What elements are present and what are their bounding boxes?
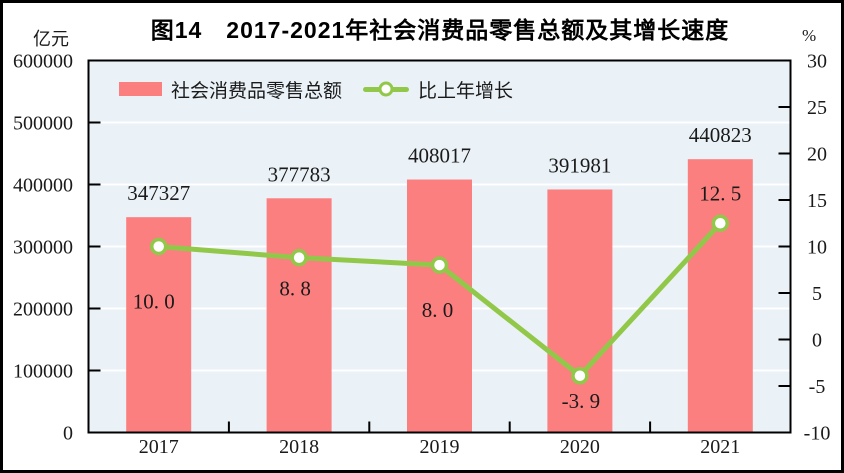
growth-marker-2020: [571, 367, 589, 385]
right-axis-tick-label: 15: [807, 190, 827, 212]
line-series-legend-label: 比上年增长: [418, 80, 514, 102]
axis-tick-labels-group: 0 100000 200000 300000 400000 500000 600000 -10…: [13, 51, 830, 459]
right-axis-tick-label: 0: [812, 330, 822, 352]
growth-value-label-2019: 8. 0: [422, 298, 454, 322]
x-axis-category-label: 2017: [139, 436, 179, 458]
bar-series-legend-label: 社会消费品零售总额: [171, 80, 343, 102]
chart-title: 图14 2017-2021年社会消费品零售总额及其增长速度: [150, 17, 730, 43]
right-axis-tick-label: 20: [807, 144, 827, 166]
right-axis-tick-label: 30: [807, 51, 827, 73]
growth-marker-2021: [711, 214, 730, 232]
line-series-legend-marker: [363, 81, 410, 97]
x-axis-category-label: 2019: [420, 436, 460, 458]
left-axis-unit: 亿元: [33, 29, 69, 49]
bar-value-label-2019: 408017: [408, 144, 471, 168]
growth-value-label-2018: 8. 8: [279, 277, 311, 301]
right-axis-tick-label: 25: [807, 97, 827, 119]
left-axis-tick-label: 300000: [13, 237, 73, 259]
growth-marker-2018: [290, 248, 308, 267]
right-axis-tick-label: -10: [804, 423, 831, 445]
right-axis-unit: %: [802, 26, 817, 45]
growth-value-label-2021: 12. 5: [699, 181, 741, 205]
bar-2020: [547, 189, 613, 433]
x-axis-category-label: 2018: [279, 436, 319, 458]
bar-value-label-2018: 377783: [268, 162, 331, 186]
left-axis-tick-label: 0: [63, 423, 73, 445]
left-axis-tick-label: 500000: [13, 113, 73, 135]
growth-line-group: [149, 214, 730, 385]
line-legend-dot-icon: [378, 81, 394, 97]
growth-marker-2019: [430, 256, 449, 274]
right-axis-tick-label: 5: [812, 283, 822, 305]
bar-value-label-2021: 440823: [689, 123, 752, 147]
bars-group: [126, 159, 753, 433]
chart-plot: 347327 377783 408017 391981 440823 10. 0 8. 8…: [13, 51, 830, 459]
left-axis-tick-label: 600000: [13, 51, 73, 73]
bar-value-label-2017: 347327: [127, 181, 190, 205]
bar-2019: [407, 179, 472, 433]
right-axis-tick-label: -5: [809, 376, 826, 398]
left-axis-tick-label: 400000: [13, 175, 73, 197]
growth-value-labels-group: 10. 0 8. 8 8. 0 -3. 9 12. 5: [133, 181, 742, 413]
x-axis-category-label: 2021: [700, 436, 740, 458]
growth-value-label-2017: 10. 0: [133, 290, 175, 314]
right-axis-tick-label: 10: [807, 237, 827, 259]
bar-value-label-2020: 391981: [548, 153, 611, 177]
bar-2021: [687, 159, 753, 433]
bar-2018: [266, 198, 332, 433]
left-axis-tick-label: 200000: [13, 299, 73, 321]
x-axis-category-label: 2020: [560, 436, 600, 458]
legend: 社会消费品零售总额 比上年增长: [119, 79, 513, 102]
axis-ticks-group: [88, 106, 791, 433]
bar-value-labels-group: 347327 377783 408017 391981 440823: [127, 123, 752, 205]
growth-value-label-2020: -3. 9: [562, 389, 601, 413]
bar-series-legend-swatch: [119, 82, 162, 96]
growth-marker-2017: [149, 237, 168, 256]
left-axis-tick-label: 100000: [13, 361, 73, 383]
